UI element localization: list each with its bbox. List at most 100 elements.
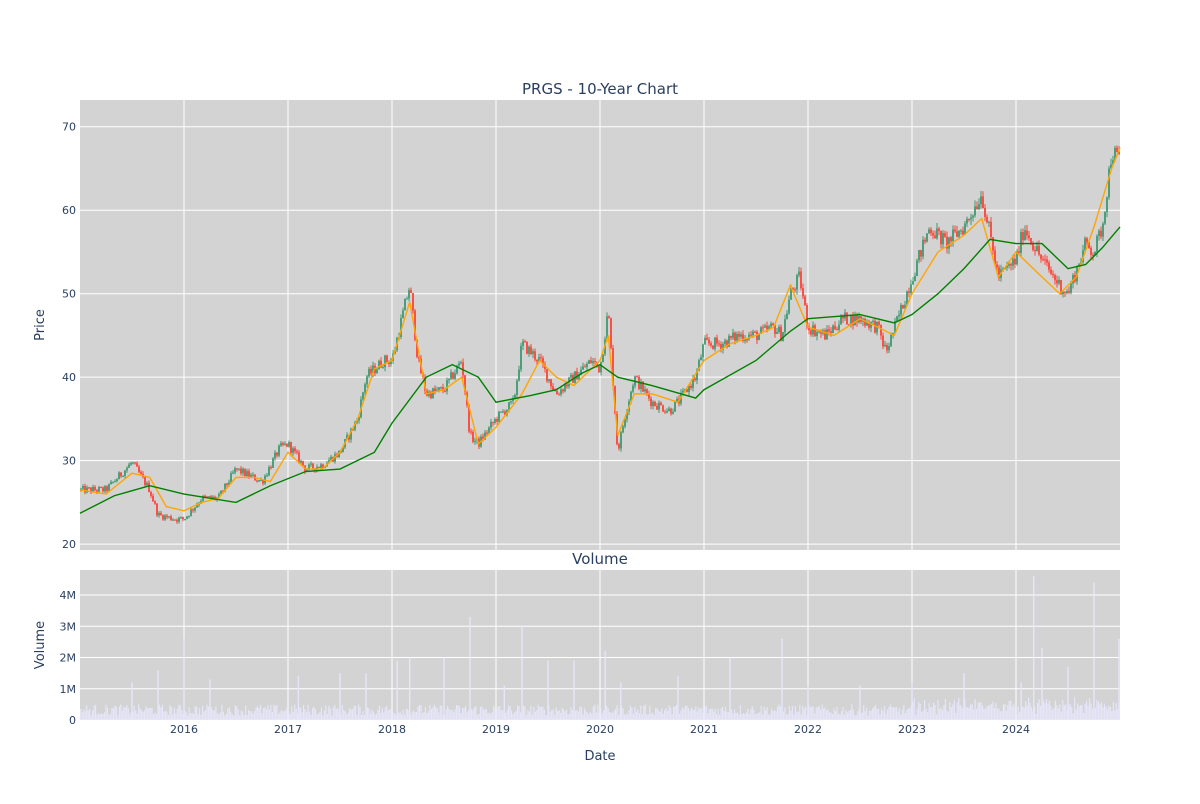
candle-body xyxy=(120,472,122,477)
candle-body xyxy=(220,490,222,494)
candle-body xyxy=(308,464,310,470)
candle-body xyxy=(996,264,998,268)
candle-body xyxy=(736,333,738,341)
candle-body xyxy=(738,333,740,337)
candle-body xyxy=(618,443,620,449)
candle-body xyxy=(806,305,808,327)
candle-body xyxy=(94,487,96,491)
candle-body xyxy=(866,322,868,326)
candle-body xyxy=(80,488,82,490)
candle-body xyxy=(122,476,124,478)
candle-body xyxy=(430,391,432,399)
candle-body xyxy=(498,411,500,422)
candle-body xyxy=(762,327,764,329)
candle-body xyxy=(1060,279,1062,295)
candle-body xyxy=(144,477,146,486)
candle-body xyxy=(654,401,656,406)
candle-body xyxy=(1058,279,1060,284)
candle-body xyxy=(210,496,212,499)
candle-body xyxy=(320,464,322,468)
candle-body xyxy=(758,333,760,341)
volume-y-tick-label: 4M xyxy=(60,589,77,602)
candle-body xyxy=(956,231,958,237)
candle-body xyxy=(462,362,464,376)
candle-body xyxy=(760,327,762,334)
candle-body xyxy=(160,512,162,516)
candle-body xyxy=(354,422,356,430)
candle-body xyxy=(764,325,766,328)
candle-body xyxy=(318,466,320,468)
candle-body xyxy=(714,337,716,349)
candle-body xyxy=(1084,238,1086,251)
candle-body xyxy=(668,408,670,411)
candle-body xyxy=(418,356,420,359)
candle-body xyxy=(696,370,698,381)
candle-body xyxy=(1006,265,1008,268)
candle-body xyxy=(246,471,248,476)
candle-body xyxy=(566,384,568,387)
candle-body xyxy=(350,428,352,440)
candle-body xyxy=(140,472,142,474)
candle-body xyxy=(540,357,542,359)
candle-body xyxy=(1106,197,1108,212)
candle-body xyxy=(658,402,660,410)
candle-body xyxy=(768,326,770,330)
candle-body xyxy=(808,326,810,331)
candle-body xyxy=(90,487,92,492)
candle-body xyxy=(754,331,756,333)
candle-body xyxy=(942,233,944,245)
candle-body xyxy=(1066,291,1068,294)
candle-body xyxy=(88,487,90,489)
candle-body xyxy=(600,362,602,373)
candle-body xyxy=(1118,152,1120,155)
candle-body xyxy=(1026,230,1028,236)
date-x-tick-label: 2016 xyxy=(170,723,198,736)
candle-body xyxy=(898,314,900,317)
candle-body xyxy=(644,389,646,392)
candle-body xyxy=(830,331,832,333)
candle-body xyxy=(790,288,792,300)
candle-body xyxy=(976,206,978,210)
candle-body xyxy=(884,345,886,347)
candle-body xyxy=(100,487,102,489)
candle-body xyxy=(486,432,488,434)
candle-body xyxy=(652,401,654,407)
candle-body xyxy=(716,337,718,344)
candle-body xyxy=(458,363,460,366)
candle-body xyxy=(248,471,250,477)
candle-body xyxy=(778,326,780,332)
candle-body xyxy=(1070,283,1072,293)
price-y-axis-title: Price xyxy=(33,309,48,341)
candle-body xyxy=(626,411,628,420)
candle-body xyxy=(294,448,296,452)
candle-body xyxy=(818,331,820,333)
candle-body xyxy=(588,360,590,364)
candle-body xyxy=(1088,242,1090,248)
candle-body xyxy=(368,368,370,377)
candle-body xyxy=(102,487,104,492)
candle-body xyxy=(694,378,696,381)
candle-body xyxy=(824,330,826,340)
candle-body xyxy=(158,512,160,516)
candle-body xyxy=(576,371,578,380)
candle-body xyxy=(1036,245,1038,252)
candle-body xyxy=(1008,264,1010,266)
candle-body xyxy=(524,341,526,343)
candle-body xyxy=(156,503,158,516)
candle-body xyxy=(700,357,702,361)
candle-body xyxy=(682,390,684,393)
candle-body xyxy=(516,380,518,395)
candle-body xyxy=(836,329,838,331)
candle-body xyxy=(1032,243,1034,250)
candle-body xyxy=(300,460,302,463)
candle-body xyxy=(504,411,506,415)
candle-body xyxy=(908,291,910,293)
candle-body xyxy=(452,372,454,379)
candle-body xyxy=(184,518,186,520)
candle-body xyxy=(494,418,496,423)
candle-body xyxy=(444,390,446,392)
candle-body xyxy=(1038,245,1040,255)
candle-body xyxy=(1104,211,1106,224)
candle-body xyxy=(212,496,214,499)
